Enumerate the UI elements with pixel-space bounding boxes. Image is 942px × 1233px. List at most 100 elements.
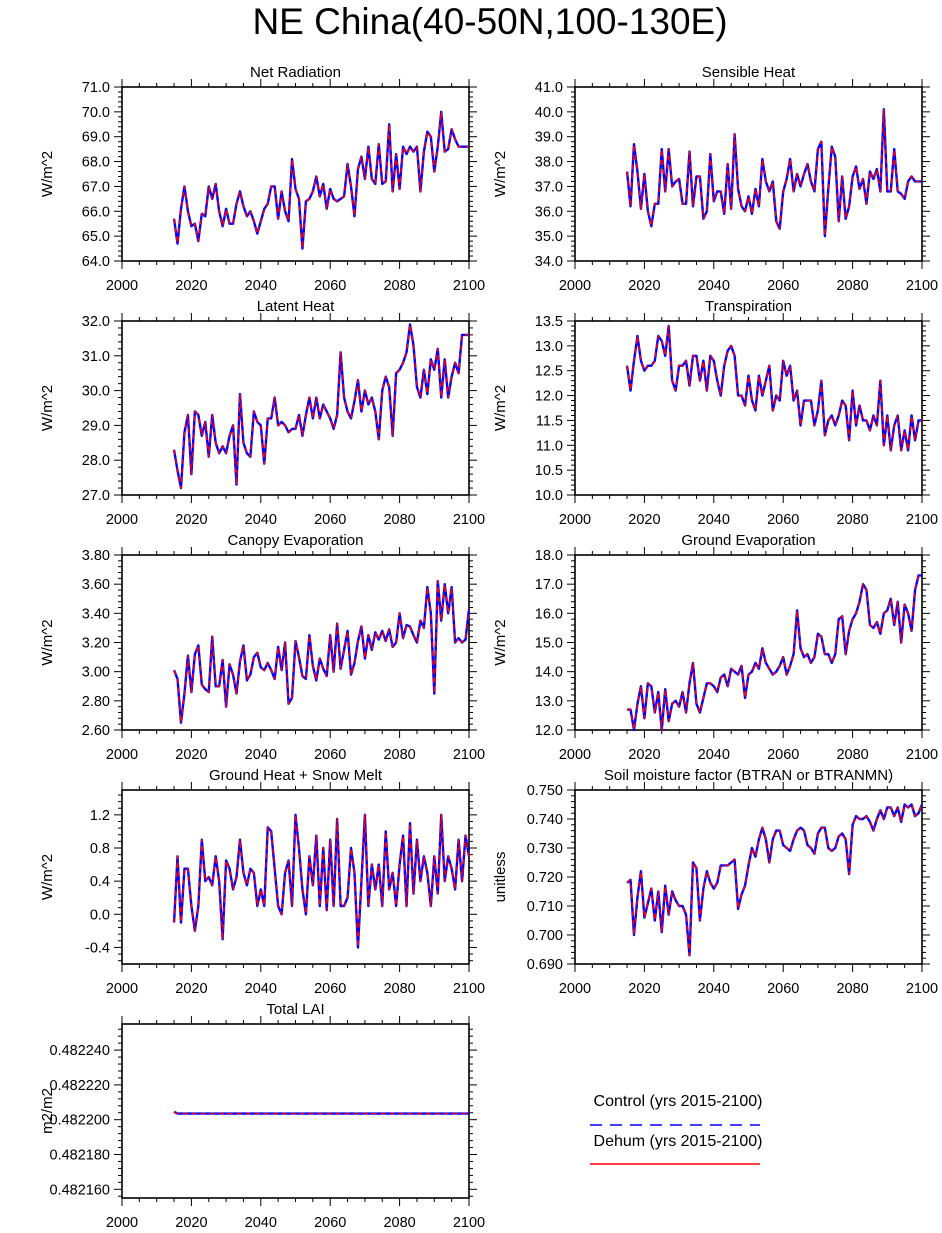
x-tick-label: 2020	[175, 512, 207, 528]
x-tick-label: 2000	[106, 747, 138, 763]
x-tick-label: 2100	[453, 278, 485, 294]
panels: Net Radiation W/m^2 2000 2020 2040 2060 2080 21…	[39, 64, 938, 1231]
x-tick-label: 2100	[906, 512, 938, 528]
x-tick-label: 2040	[245, 278, 277, 294]
y-tick-label: 12.0	[535, 389, 563, 405]
y-tick-label: 1.2	[90, 808, 110, 824]
panel-title: Soil moisture factor (BTRAN or BTRANMN)	[604, 767, 893, 784]
y-tick-label: 0.8	[90, 841, 110, 857]
y-tick-label: 0.482240	[50, 1043, 110, 1059]
y-tick-label: 30.0	[82, 384, 110, 400]
x-tick-label: 2000	[559, 512, 591, 528]
x-tick-label: 2020	[175, 1215, 207, 1231]
x-tick-label: 2100	[906, 981, 938, 997]
series-line-control	[627, 574, 922, 732]
plot-frame	[121, 320, 470, 496]
y-tick-label: 11.5	[536, 413, 563, 429]
x-tick-label: 2000	[106, 512, 138, 528]
x-tick-label: 2060	[314, 278, 346, 294]
panel-title: Latent Heat	[257, 298, 335, 315]
legend-label-dehum: Dehum (yrs 2015-2100)	[594, 1133, 763, 1150]
y-tick-label: 3.40	[82, 606, 110, 622]
x-tick-label: 2020	[628, 981, 660, 997]
y-tick-label: 2.80	[82, 694, 110, 710]
x-tick-label: 2000	[559, 747, 591, 763]
y-axis-label: unitless	[492, 852, 509, 903]
x-tick-label: 2080	[383, 747, 415, 763]
y-tick-label: 64.0	[82, 254, 110, 270]
y-axis-label: W/m^2	[492, 385, 509, 431]
series-line-control	[172, 323, 469, 490]
x-tick-label: 2040	[245, 747, 277, 763]
y-tick-label: 65.0	[82, 229, 110, 245]
x-tick-label: 2080	[383, 278, 415, 294]
x-tick-label: 2100	[906, 747, 938, 763]
series-line-dehum	[626, 108, 922, 237]
x-tick-label: 2040	[698, 278, 730, 294]
y-tick-label: 3.60	[82, 577, 110, 593]
y-tick-label: 0.740	[527, 812, 563, 828]
x-tick-label: 2020	[628, 278, 660, 294]
panel-title: Sensible Heat	[702, 64, 796, 81]
x-tick-label: 2100	[453, 1215, 485, 1231]
x-tick-label: 2060	[314, 512, 346, 528]
x-tick-label: 2080	[836, 981, 868, 997]
x-tick-label: 2060	[767, 747, 799, 763]
y-tick-label: 13.0	[535, 339, 563, 355]
y-tick-label: 3.80	[82, 548, 110, 564]
x-tick-label: 2080	[836, 747, 868, 763]
figure-title: NE China(40-50N,100-130E)	[252, 1, 727, 42]
x-tick-label: 2060	[767, 981, 799, 997]
y-tick-label: 71.0	[82, 80, 110, 96]
y-tick-label: 2.60	[82, 723, 110, 739]
y-tick-label: 66.0	[82, 204, 110, 220]
y-tick-label: 17.0	[535, 577, 563, 593]
x-tick-label: 2020	[175, 981, 207, 997]
y-tick-label: 32.0	[82, 314, 110, 330]
y-tick-label: 38.0	[535, 155, 563, 171]
chart-panel-8: Soil moisture factor (BTRAN or BTRANMN) u…	[492, 767, 938, 997]
x-tick-label: 2000	[106, 278, 138, 294]
x-tick-label: 2000	[106, 1215, 138, 1231]
y-axis-label: W/m^2	[39, 385, 56, 431]
series-line-dehum	[173, 111, 469, 250]
chart-panel-4: Transpiration W/m^2 2000 2020 2040 2060 2080 21…	[492, 298, 938, 528]
plot-frame	[121, 1023, 470, 1199]
plot-frame	[574, 789, 923, 965]
x-tick-label: 2000	[559, 278, 591, 294]
panel-title: Transpiration	[705, 298, 792, 315]
chart-panel-9: Total LAI m2/m2 2000 2020 2040 2060 2080 2100 0.…	[39, 1001, 485, 1231]
y-tick-label: 37.0	[535, 179, 563, 195]
x-tick-label: 2100	[453, 512, 485, 528]
y-tick-label: 0.482180	[50, 1148, 110, 1164]
y-tick-label: 3.00	[82, 665, 110, 681]
y-axis-label: W/m^2	[39, 619, 56, 665]
y-tick-label: 10.0	[535, 488, 563, 504]
y-tick-label: 27.0	[82, 488, 110, 504]
y-axis-label: W/m^2	[39, 854, 56, 900]
y-tick-label: 0.0	[90, 907, 110, 923]
y-tick-label: 35.0	[535, 229, 563, 245]
x-tick-label: 2040	[698, 747, 730, 763]
x-tick-label: 2080	[836, 278, 868, 294]
series-line-dehum	[626, 325, 922, 451]
x-tick-label: 2040	[698, 512, 730, 528]
y-tick-label: 41.0	[535, 80, 563, 96]
y-tick-label: 31.0	[82, 349, 110, 365]
y-tick-label: 0.482220	[50, 1078, 110, 1094]
chart-panel-2: Sensible Heat W/m^2 2000 2020 2040 2060 2080 21…	[492, 64, 938, 294]
x-tick-label: 2060	[314, 1215, 346, 1231]
y-axis-label: W/m^2	[39, 151, 56, 197]
x-tick-label: 2020	[175, 278, 207, 294]
series-line-dehum	[627, 574, 922, 731]
chart-panel-6: Ground Evaporation W/m^2 2000 2020 2040 2060 2…	[492, 532, 938, 763]
panel-title: Net Radiation	[250, 64, 341, 81]
y-tick-label: 36.0	[535, 204, 563, 220]
y-tick-label: 67.0	[82, 179, 110, 195]
y-tick-label: 12.0	[535, 723, 563, 739]
y-tick-label: 70.0	[82, 105, 110, 121]
x-tick-label: 2080	[383, 1215, 415, 1231]
y-tick-label: 0.690	[527, 957, 563, 973]
y-tick-label: 69.0	[82, 130, 110, 146]
y-axis-label: W/m^2	[492, 619, 509, 665]
